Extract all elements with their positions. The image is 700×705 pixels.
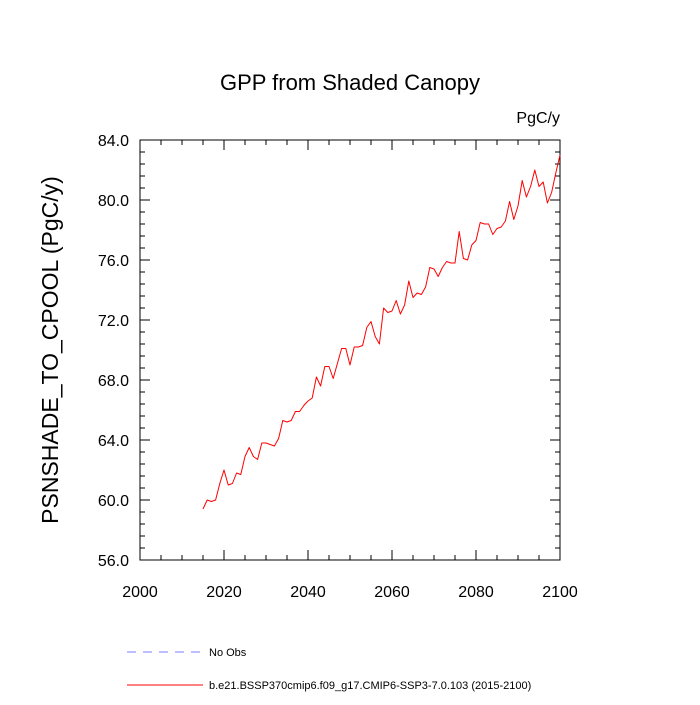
y-tick-label: 68.0 [98, 373, 129, 390]
y-tick-label: 72.0 [98, 313, 129, 330]
axis-ticks [139, 139, 561, 561]
plot-frame [139, 139, 561, 561]
x-tick-label: 2000 [122, 584, 158, 601]
legend-label-model-run: b.e21.BSSP370cmip6.f09_g17.CMIP6-SSP3-7.… [209, 680, 531, 692]
y-axis-label: PSNSHADE_TO_CPOOL (PgC/y) [37, 176, 63, 524]
x-tick-label: 2040 [290, 584, 326, 601]
x-tick-label: 2060 [374, 584, 410, 601]
x-tick-label: 2080 [458, 584, 494, 601]
x-tick-label: 2100 [542, 584, 578, 601]
units-label: PgC/y [516, 110, 560, 127]
y-tick-label: 76.0 [98, 253, 129, 270]
y-tick-label: 80.0 [98, 193, 129, 210]
legend: No Obs b.e21.BSSP370cmip6.f09_g17.CMIP6-… [127, 647, 531, 692]
chart-title: GPP from Shaded Canopy [220, 70, 480, 95]
y-tick-label: 64.0 [98, 433, 129, 450]
y-tick-label: 56.0 [98, 553, 129, 570]
axis-tick-labels: 2000 2020 2040 2060 2080 2100 56.0 60.0 64.0 68.0… [98, 133, 578, 601]
x-tick-label: 2020 [206, 584, 242, 601]
y-tick-label: 84.0 [98, 133, 129, 150]
legend-label-no-obs: No Obs [209, 647, 247, 659]
series-line-0 [202, 154, 561, 510]
series-layer [202, 154, 561, 510]
y-tick-label: 60.0 [98, 493, 129, 510]
